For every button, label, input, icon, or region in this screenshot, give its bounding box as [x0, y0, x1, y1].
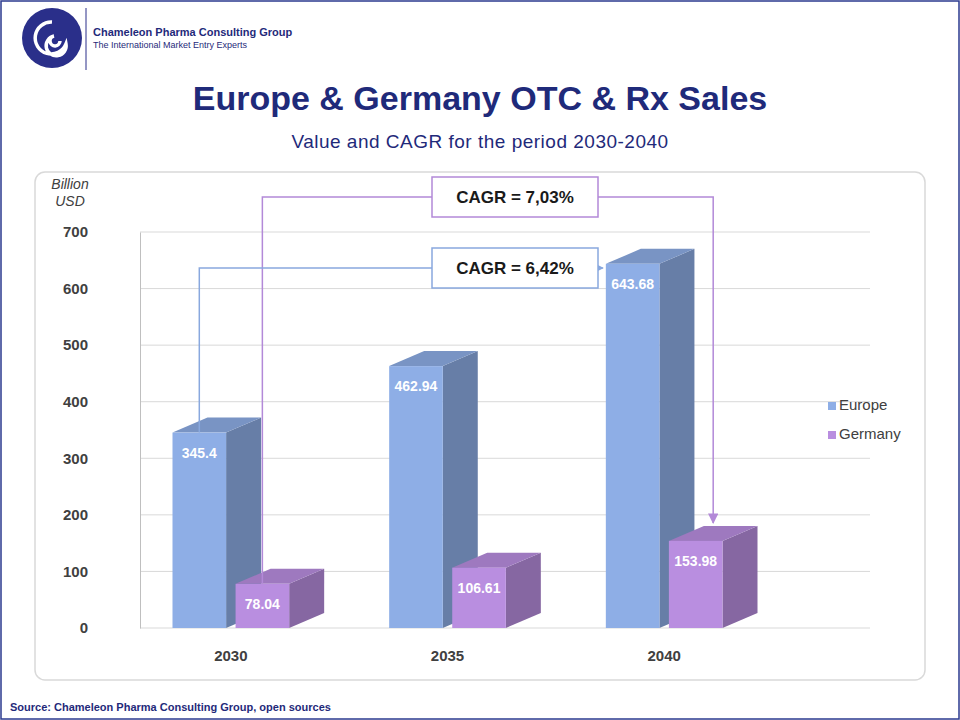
- y-tick: 500: [63, 336, 140, 353]
- data-label: 345.4: [182, 445, 217, 461]
- bar-group: [236, 569, 325, 628]
- y-axis-title-line: USD: [55, 193, 85, 209]
- bar-group: [452, 553, 541, 628]
- legend-label: Europe: [839, 396, 887, 413]
- annotations: CAGR = 7,03% CAGR = 6,42%: [199, 177, 713, 584]
- bar-top: [669, 526, 758, 541]
- annotation-box: [432, 177, 598, 217]
- subtitle: Value and CAGR for the period 2030-2040: [291, 131, 668, 152]
- background: [0, 0, 960, 720]
- y-axis-line: [140, 233, 141, 629]
- x-tick-label: 2040: [647, 647, 680, 664]
- logo-circle: [22, 8, 82, 68]
- legend-item: Europe: [828, 396, 887, 413]
- annotation-arrow: [262, 197, 713, 584]
- header-divider: [86, 8, 87, 70]
- y-tick-label: 700: [63, 223, 88, 240]
- bar-side: [723, 526, 758, 628]
- grid-line: [140, 401, 870, 402]
- y-tick: 100: [63, 563, 140, 580]
- bar: [452, 568, 506, 628]
- annotation-text: CAGR = 7,03%: [456, 188, 574, 207]
- bar: [669, 541, 723, 628]
- y-tick-label: 100: [63, 563, 88, 580]
- company-name: Chameleon Pharma Consulting Group: [93, 26, 293, 38]
- annotation-box: [432, 248, 598, 288]
- annotation-text: CAGR = 6,42%: [456, 259, 574, 278]
- bar-top: [173, 418, 262, 433]
- y-tick-label: 500: [63, 336, 88, 353]
- bar-top: [236, 569, 325, 584]
- y-axis: 0 100 200 300 400 500 600 700: [63, 223, 141, 636]
- y-tick: 200: [63, 506, 140, 523]
- chart-frame: [35, 172, 925, 680]
- y-tick: 300: [63, 450, 140, 467]
- bar: [236, 584, 290, 628]
- bar-top: [606, 249, 695, 264]
- x-axis: 2030 2035 2040: [214, 642, 681, 664]
- y-tick-label: 300: [63, 450, 88, 467]
- logo: [22, 8, 82, 68]
- bar: [606, 264, 660, 628]
- bar-top: [452, 553, 541, 568]
- bar: [389, 366, 443, 628]
- title: Europe & Germany OTC & Rx Sales: [193, 79, 767, 117]
- grid-line: [140, 232, 870, 233]
- data-label: 462.94: [395, 378, 438, 394]
- data-label: 106.61: [458, 580, 501, 596]
- data-label: 153.98: [674, 553, 717, 569]
- legend-swatch: [828, 402, 836, 410]
- grid: [140, 232, 870, 628]
- grid-line: [140, 345, 870, 346]
- x-tick: 2035: [431, 642, 464, 664]
- legend: Europe Germany: [828, 396, 901, 442]
- x-tick-label: 2035: [431, 647, 464, 664]
- y-axis-title-line: Billion: [51, 176, 89, 192]
- logo-swirl: [35, 22, 66, 56]
- slide: Chameleon Pharma Consulting Group The Int…: [0, 0, 960, 720]
- legend-label: Germany: [839, 425, 901, 442]
- y-tick-label: 200: [63, 506, 88, 523]
- x-tick: 2030: [214, 642, 247, 664]
- x-tick: 2040: [647, 642, 680, 664]
- data-label: 78.04: [245, 596, 280, 612]
- annotation-arrow: [199, 268, 603, 433]
- y-tick-label: 400: [63, 393, 88, 410]
- x-tick-label: 2030: [214, 647, 247, 664]
- source: Source: Chameleon Pharma Consulting Grou…: [10, 701, 331, 713]
- data-label: 643.68: [611, 276, 654, 292]
- legend-swatch: [828, 431, 836, 439]
- slide-border: [1, 1, 959, 719]
- y-tick-label: 0: [80, 619, 88, 636]
- bar: [173, 433, 227, 628]
- bar-top: [389, 351, 478, 366]
- y-tick-label: 600: [63, 280, 88, 297]
- y-tick: 400: [63, 393, 140, 410]
- bar-group: [669, 526, 758, 628]
- y-tick: 600: [63, 280, 140, 297]
- y-tick: 0: [80, 619, 140, 636]
- y-tick: 700: [63, 223, 140, 240]
- bars: [173, 249, 758, 628]
- company-tagline: The International Market Entry Experts: [93, 40, 248, 50]
- legend-item: Germany: [828, 425, 901, 442]
- y-axis-title: BillionUSD: [51, 176, 89, 209]
